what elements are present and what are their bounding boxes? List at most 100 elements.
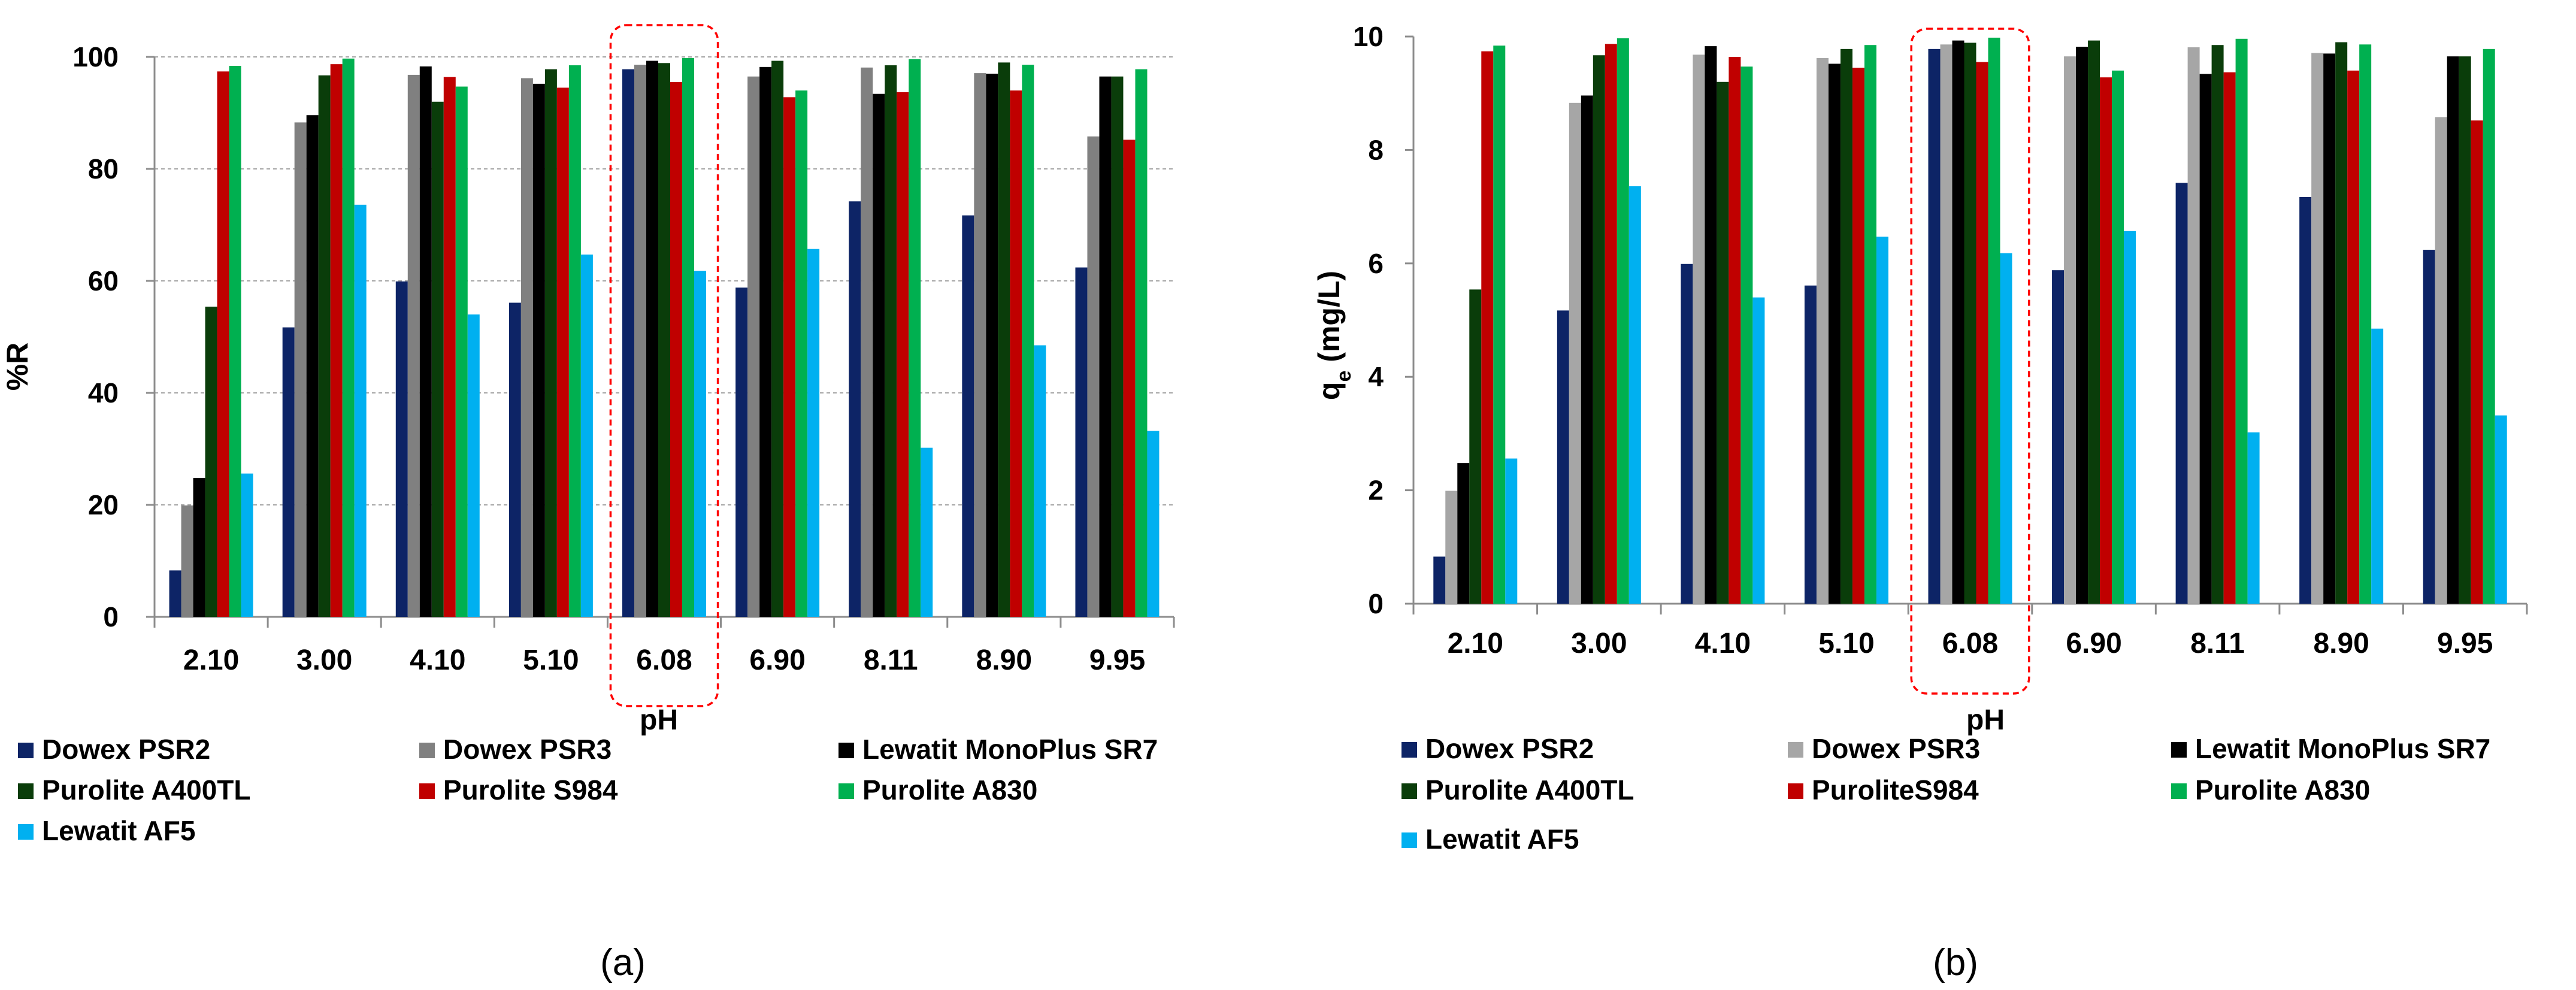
bar-dowex-psr2-3.00	[282, 327, 295, 617]
bar-purolite-s984-5.10	[556, 87, 569, 617]
bar-purolite-a830-6.08	[1988, 37, 2000, 604]
bar-purolite-a830-9.95	[2483, 49, 2495, 604]
y-tick-label: 10	[1353, 21, 1384, 52]
bar-lewatit-af5-6.08	[694, 271, 706, 617]
bar-dowex-psr2-6.08	[1928, 49, 1941, 604]
legend-label: Lewatit MonoPlus SR7	[2195, 733, 2490, 764]
bar-lewatit-monoplus-sr7-3.00	[306, 115, 319, 617]
x-tick-label: 6.90	[2066, 628, 2121, 659]
bar-dowex-psr3-8.90	[2311, 53, 2324, 604]
bar-dowex-psr3-2.10	[181, 505, 193, 617]
bar-dowex-psr3-8.11	[2187, 47, 2200, 604]
legend-swatch	[2171, 783, 2187, 799]
legend-label: Purolite A830	[2195, 774, 2370, 806]
y-axis-label: %R	[1, 343, 34, 391]
chart-panel-b: 0 2 4 6 8 10 2.10 3.00 4.10 5.10 6.08 6.90 8.11 8.90 9…	[1312, 21, 2528, 983]
bar-purolite-a830-9.95	[1135, 69, 1148, 617]
x-tick-label: 6.08	[1942, 628, 1998, 659]
bar-purolite-a400tl-2.10	[205, 307, 217, 617]
legend-label: Purolite A400TL	[1425, 774, 1634, 806]
bar-lewatit-af5-6.08	[2000, 253, 2012, 604]
bar-purolite-s984-8.11	[897, 92, 909, 617]
y-axis-label-unit: (mg/L)	[1312, 271, 1346, 371]
x-tick-label: 2.10	[183, 644, 239, 676]
bar-purolite-s984-6.90	[783, 97, 796, 617]
legend-swatch	[1401, 832, 1417, 848]
bar-purolite-a400tl-5.10	[544, 69, 557, 617]
bar-dowex-psr2-3.00	[1557, 310, 1569, 604]
legend-label: Dowex PSR3	[443, 734, 612, 765]
bar-dowex-psr3-9.95	[1087, 136, 1100, 617]
x-tick-label: 6.90	[749, 644, 805, 676]
legend-label: Dowex PSR2	[1425, 733, 1594, 764]
bar-purolite-a830-5.10	[1864, 45, 1876, 604]
y-tick-label: 80	[88, 153, 119, 184]
legend-swatch	[839, 783, 854, 799]
x-tick-label: 9.95	[1089, 644, 1145, 676]
bar-purolite-a400tl-9.95	[1111, 76, 1124, 617]
bar-purolite-a400tl-4.10	[1717, 81, 1729, 604]
bar-purolite-a400tl-6.90	[2088, 40, 2100, 604]
bar-lewatit-af5-8.90	[2371, 328, 2384, 604]
bar-purolite-s984-8.90	[1010, 90, 1022, 617]
bar-dowex-psr2-8.11	[849, 201, 861, 617]
bar-lewatit-monoplus-sr7-6.90	[2076, 47, 2088, 604]
bar-purolites984-6.90	[2100, 77, 2112, 604]
bar-dowex-psr3-8.11	[861, 67, 873, 617]
bar-lewatit-af5-4.10	[467, 314, 480, 617]
chart-panel-a: 0 20 40 60 80 100 2.10 3.00 4.10 5.10 6.08 6.90 8.11…	[1, 24, 1175, 983]
bar-purolite-a400tl-6.08	[1964, 43, 1976, 604]
bar-dowex-psr3-9.95	[2435, 117, 2447, 604]
y-tick-label: 20	[88, 489, 119, 520]
legend-swatch	[2171, 742, 2187, 758]
legend-swatch	[1788, 742, 1803, 758]
bar-purolite-a830-4.10	[1740, 66, 1753, 604]
bar-lewatit-af5-6.90	[807, 249, 820, 617]
bar-dowex-psr2-8.90	[2299, 197, 2312, 604]
bar-purolites984-8.11	[2223, 72, 2236, 604]
bar-purolites984-3.00	[1605, 44, 1617, 604]
x-tick-label: 3.00	[1571, 628, 1627, 659]
bar-dowex-psr3-4.10	[1693, 55, 1705, 604]
bar-dowex-psr2-6.90	[2052, 270, 2065, 604]
bar-dowex-psr3-6.90	[747, 76, 760, 617]
legend-label: Purolite S984	[443, 774, 618, 806]
bar-purolite-a400tl-6.90	[771, 60, 784, 617]
legend-swatch	[18, 824, 34, 840]
bar-lewatit-monoplus-sr7-8.90	[2323, 53, 2336, 604]
bar-lewatit-monoplus-sr7-9.95	[2447, 56, 2459, 604]
bar-purolites984-4.10	[1729, 57, 1741, 604]
bar-purolite-a830-8.90	[1022, 65, 1034, 617]
bar-dowex-psr2-8.11	[2175, 183, 2188, 604]
bar-purolite-a830-3.00	[1617, 38, 1629, 604]
bar-purolite-a830-8.11	[909, 59, 921, 617]
y-tick-label: 0	[1368, 588, 1384, 619]
legend-swatch	[18, 743, 34, 758]
x-axis-label: pH	[1966, 704, 2005, 736]
bar-lewatit-af5-2.10	[241, 473, 253, 617]
y-tick-label: 8	[1368, 134, 1384, 165]
bar-purolite-a830-8.90	[2359, 44, 2372, 604]
bar-lewatit-af5-8.11	[921, 447, 933, 617]
bar-purolite-a830-6.90	[2112, 70, 2124, 604]
bar-lewatit-monoplus-sr7-8.11	[2199, 74, 2212, 604]
bar-lewatit-af5-8.11	[2247, 432, 2260, 604]
bar-purolite-a830-8.11	[2235, 38, 2248, 604]
legend-label: Purolite A830	[862, 774, 1037, 806]
bar-lewatit-monoplus-sr7-2.10	[1457, 463, 1470, 604]
bar-lewatit-af5-3.00	[354, 204, 367, 617]
x-axis-label: pH	[640, 704, 678, 736]
bar-dowex-psr2-4.10	[395, 281, 408, 617]
bar-dowex-psr3-3.00	[294, 122, 307, 617]
bar-purolite-a400tl-8.11	[885, 65, 897, 617]
bar-dowex-psr2-5.10	[508, 302, 521, 617]
legend-label: Dowex PSR3	[1812, 733, 1980, 764]
bar-lewatit-af5-5.10	[1876, 237, 1888, 604]
bar-purolite-a830-4.10	[455, 86, 468, 617]
bar-dowex-psr3-6.90	[2064, 56, 2076, 604]
legend-swatch	[1401, 742, 1417, 758]
bar-dowex-psr2-5.10	[1804, 285, 1817, 604]
bar-dowex-psr3-6.08	[634, 65, 646, 617]
bar-lewatit-monoplus-sr7-4.10	[1705, 46, 1717, 604]
